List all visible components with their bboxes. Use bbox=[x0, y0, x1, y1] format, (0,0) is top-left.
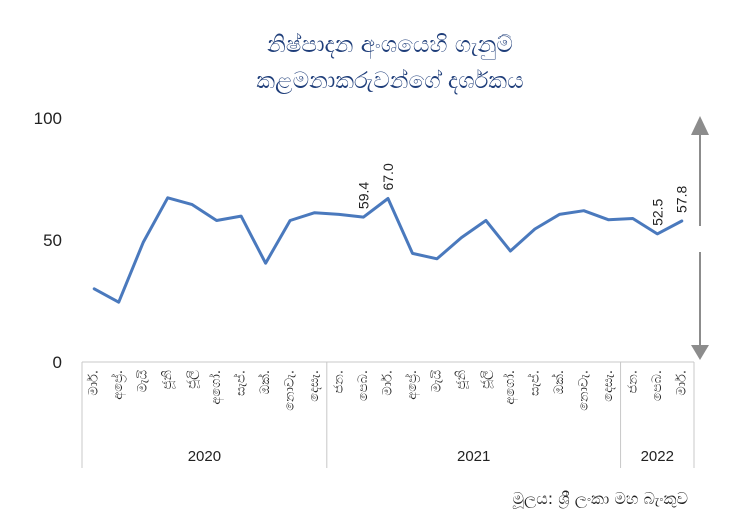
x-tick-label: දෙසැ. bbox=[307, 370, 322, 402]
data-label: 67.0 bbox=[380, 163, 396, 190]
x-tick-label: ජූලි bbox=[478, 370, 493, 389]
x-tick-label: සැප්. bbox=[526, 370, 542, 396]
chart-title-line-1: නිෂ්පාදන අංශයෙහි ගැනුම් bbox=[267, 32, 513, 59]
series-line bbox=[92, 196, 684, 304]
y-tick-label: 100 bbox=[34, 109, 62, 128]
year-label: 2022 bbox=[641, 448, 674, 465]
chart-title-line-2: කළමනාකරුවන්ගේ දර්ශකය bbox=[256, 68, 523, 94]
x-tick-label: අගෝ. bbox=[208, 370, 224, 405]
x-tick-label: මාර්. bbox=[86, 370, 102, 396]
x-tick-label: දෙසැ. bbox=[601, 370, 616, 402]
data-series bbox=[92, 196, 684, 304]
x-tick-label: ඔක්. bbox=[257, 370, 273, 394]
y-tick-label: 0 bbox=[53, 353, 62, 372]
x-tick-label: ජූනි bbox=[160, 370, 175, 390]
x-tick-label: මාර්. bbox=[380, 370, 396, 396]
x-tick-label: අප්‍රේ. bbox=[404, 370, 420, 400]
x-tick-label: ජන. bbox=[332, 370, 347, 394]
x-tick-label: සැප්. bbox=[232, 370, 248, 396]
data-label: 52.5 bbox=[649, 198, 665, 225]
data-label: 57.8 bbox=[674, 186, 690, 213]
data-labels: 59.4 67.0 52.5 57.8 bbox=[356, 163, 690, 226]
source-note: මූලය: ශ්‍රී ලංකා මහ බැංකුව bbox=[512, 489, 688, 509]
x-tick-label: මැයි bbox=[429, 370, 444, 393]
x-tick-label: පෙබ. bbox=[356, 370, 371, 401]
axes: 0 50 100 මාර්. අප්‍රේ. මැයි ජූනි ජූලි අගෝ. සැප්. ඔ… bbox=[34, 109, 695, 468]
x-tick-label: අප්‍රේ. bbox=[110, 370, 126, 400]
x-tick-label: ඔක්. bbox=[551, 370, 567, 394]
x-tick-label: මැයි bbox=[136, 370, 151, 393]
x-tick-label: ජූලි bbox=[185, 370, 200, 389]
x-tick-label: පෙබ. bbox=[650, 370, 665, 401]
year-label: 2020 bbox=[188, 448, 221, 465]
threshold-marker bbox=[691, 116, 709, 360]
x-tick-label: අගෝ. bbox=[502, 370, 518, 405]
x-tick-label: මාර්. bbox=[673, 370, 689, 396]
x-tick-label: ජූනි bbox=[454, 370, 469, 390]
lower-arrow-head bbox=[691, 345, 709, 360]
y-tick-label: 50 bbox=[43, 231, 62, 250]
upper-arrow-head bbox=[691, 116, 709, 135]
data-label: 59.4 bbox=[356, 182, 372, 209]
x-tick-label: නොවැ. bbox=[576, 370, 591, 411]
year-label: 2021 bbox=[457, 448, 490, 465]
x-tick-label: ජන. bbox=[625, 370, 640, 394]
x-tick-label: නොවැ. bbox=[283, 370, 298, 411]
